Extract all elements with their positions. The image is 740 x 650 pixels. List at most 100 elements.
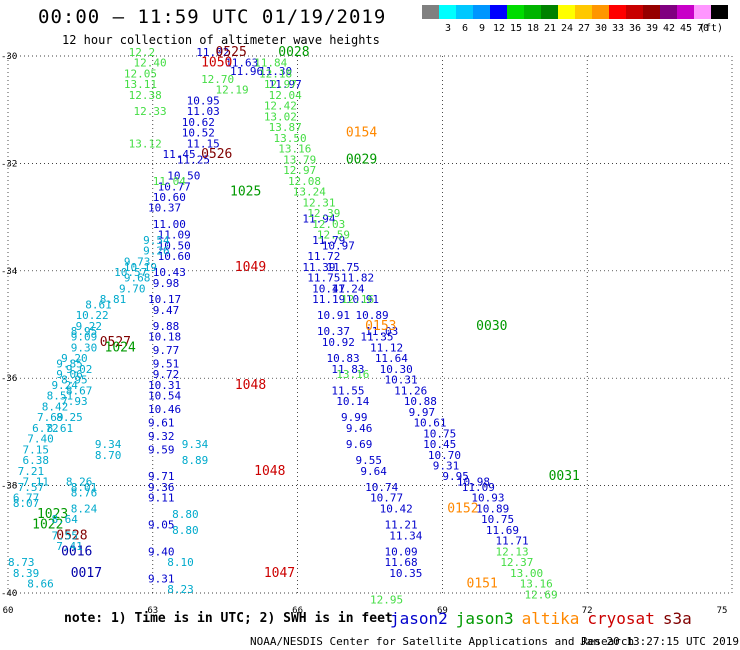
- point-label: 7.55: [51, 529, 78, 542]
- point-label: 11.69: [486, 524, 519, 537]
- point-label: 11.72: [307, 250, 340, 263]
- point-label: 12.97: [264, 78, 297, 91]
- point-label: 13.50: [273, 132, 306, 145]
- point-label: 12.69: [524, 588, 557, 601]
- point-label: 0528: [56, 528, 87, 543]
- point-label: 10.19: [124, 261, 157, 274]
- point-label: 10.77: [158, 180, 191, 193]
- legend-entry: jason3: [455, 609, 514, 628]
- point-label: 9.36: [148, 481, 175, 494]
- point-label: 0028: [278, 45, 309, 60]
- point-label: 0029: [346, 152, 377, 167]
- point-label: 9.20: [61, 352, 88, 365]
- point-label: 12.37: [500, 556, 533, 569]
- color-scale-unit: (ft): [699, 23, 724, 34]
- legend-entry: altika: [521, 609, 580, 628]
- point-label: 12.05: [124, 67, 157, 80]
- point-label: 9.69: [346, 438, 373, 451]
- point-label: 10.50: [158, 239, 191, 252]
- point-label: 9.11: [148, 492, 175, 505]
- point-label: 8.23: [167, 583, 194, 596]
- point-label: 11.03: [365, 325, 398, 338]
- point-label: 10.57: [114, 266, 147, 279]
- point-label: 8.95: [71, 325, 98, 338]
- point-label: 8.89: [182, 454, 209, 467]
- point-label: 8.76: [71, 486, 98, 499]
- scale-swatch: [660, 5, 677, 19]
- scale-swatch: [694, 5, 711, 19]
- point-label: 11.97: [269, 78, 302, 91]
- point-label: 8.07: [13, 497, 40, 510]
- point-label: 10.37: [148, 202, 181, 215]
- x-tick-label: 63: [147, 606, 158, 616]
- point-label: 10.77: [370, 492, 403, 505]
- point-label: 8.66: [27, 578, 54, 591]
- point-label: 1050: [201, 56, 232, 71]
- point-label: 8.25: [56, 411, 82, 424]
- credit-line: NOAA/NESDIS Center for Satellite Applica…: [250, 635, 635, 648]
- point-label: 10.52: [182, 127, 215, 140]
- scale-label: 39: [645, 23, 659, 34]
- point-label: 10.22: [76, 309, 109, 322]
- point-label: 13.02: [264, 110, 297, 123]
- point-label: 12.97: [283, 164, 316, 177]
- point-label: 9.71: [148, 470, 175, 483]
- point-label: 11.19: [312, 293, 345, 306]
- point-label: 8.24: [71, 502, 98, 515]
- point-label: 9.06: [56, 368, 82, 381]
- point-label: 9.34: [182, 438, 209, 451]
- point-label: 11.83: [331, 363, 364, 376]
- point-label: 11.82: [341, 272, 374, 285]
- point-label: 9.31: [433, 459, 460, 472]
- point-label: 9.72: [153, 368, 180, 381]
- point-label: 10.45: [423, 438, 456, 451]
- scale-swatch: [558, 5, 575, 19]
- satellite-legend: jason2 jason3 altika cryosat s3a: [390, 609, 700, 628]
- scale-label: 27: [577, 23, 591, 34]
- point-label: 7.21: [18, 465, 45, 478]
- grid-lines: [7, 55, 733, 594]
- point-label: 1025: [230, 185, 261, 200]
- point-label: 9.85: [56, 357, 82, 370]
- x-tick-label: 69: [437, 606, 448, 616]
- point-label: 9.98: [153, 277, 180, 290]
- point-label: 9.51: [153, 357, 180, 370]
- point-label: 0153: [365, 319, 396, 334]
- scale-swatch: [490, 5, 507, 19]
- point-label: 11.63: [225, 57, 258, 70]
- point-label: 11.55: [331, 384, 364, 397]
- x-tick-label: 60: [3, 606, 14, 616]
- point-label: 12.13: [495, 545, 528, 558]
- axes: -30 -32 -34 -36 -38 -40 60 63 66 69 72 75: [1, 52, 727, 616]
- scale-swatch: [473, 5, 490, 19]
- point-label: 12.42: [264, 100, 297, 113]
- point-label: 9.77: [153, 344, 180, 357]
- point-label: 8.80: [172, 508, 199, 521]
- point-label: 9.54: [143, 234, 170, 247]
- x-tick-label: 72: [582, 606, 593, 616]
- point-label: 11.45: [162, 148, 195, 161]
- point-label: 9.73: [124, 255, 151, 268]
- point-label: 10.62: [182, 116, 215, 129]
- point-label: 9.40: [148, 545, 175, 558]
- point-label: 12.04: [269, 89, 302, 102]
- point-label: 12.2: [129, 46, 156, 59]
- point-label: 1023: [37, 507, 68, 522]
- point-label: 10.60: [153, 191, 186, 204]
- point-label: 0527: [100, 335, 131, 350]
- point-label: 0030: [476, 319, 507, 334]
- scale-swatch: [439, 5, 456, 19]
- scale-label: 9: [478, 23, 486, 34]
- point-label: 11.39: [302, 261, 335, 274]
- point-label: 10.95: [187, 94, 220, 107]
- point-label: 11.94: [302, 212, 335, 225]
- point-label: 8.26: [66, 476, 93, 489]
- point-label: 1024: [105, 340, 136, 355]
- point-label: 9.26: [143, 245, 170, 258]
- point-label: 10.31: [148, 379, 181, 392]
- point-label: 10.47: [312, 282, 345, 295]
- y-tick-label: -38: [1, 482, 17, 492]
- point-label: 10.91: [346, 293, 379, 306]
- point-label: 10.31: [384, 374, 417, 387]
